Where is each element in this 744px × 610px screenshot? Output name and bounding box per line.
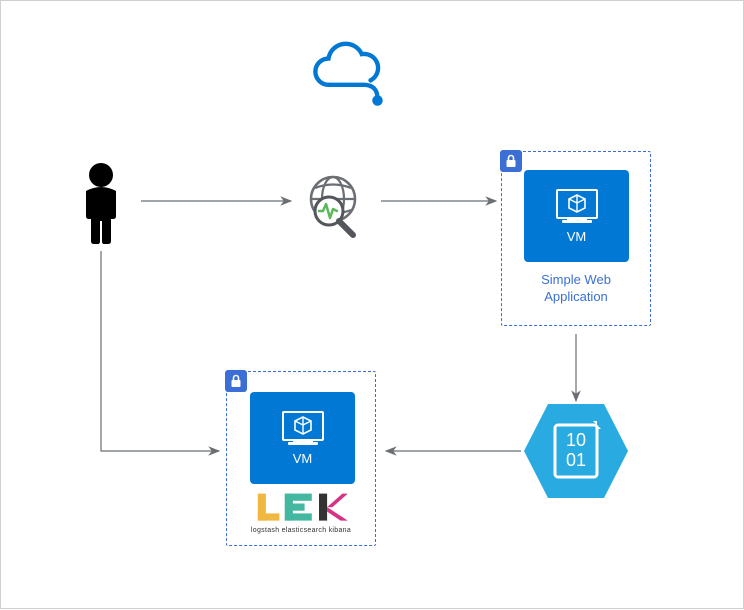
user-icon [71,161,131,246]
lock-icon [500,150,522,172]
webapp-caption: Simple Web Application [502,272,650,306]
vm-label: VM [293,451,313,466]
monitor-icon [556,189,598,219]
binary-line1: 10 [566,431,586,451]
lock-icon [225,370,247,392]
diagram-canvas: VM Simple Web Application 10 01 [0,0,744,609]
monitor-icon [282,411,324,441]
webapp-group: VM Simple Web Application [501,151,651,326]
elk-vm-node: VM [250,392,355,484]
webapp-vm-node: VM [524,170,629,262]
binary-line2: 01 [566,451,586,471]
elk-logo: logstash elasticsearch kibana [227,490,375,534]
globe-search-icon [301,171,371,241]
binary-hexagon-node: 10 01 [521,401,631,501]
vm-label: VM [567,229,587,244]
cloud-icon [301,41,391,111]
elk-caption: logstash elasticsearch kibana [227,527,375,534]
edge-user-elk [101,251,219,451]
elk-group: VM logstash elasticsearch kibana [226,371,376,546]
